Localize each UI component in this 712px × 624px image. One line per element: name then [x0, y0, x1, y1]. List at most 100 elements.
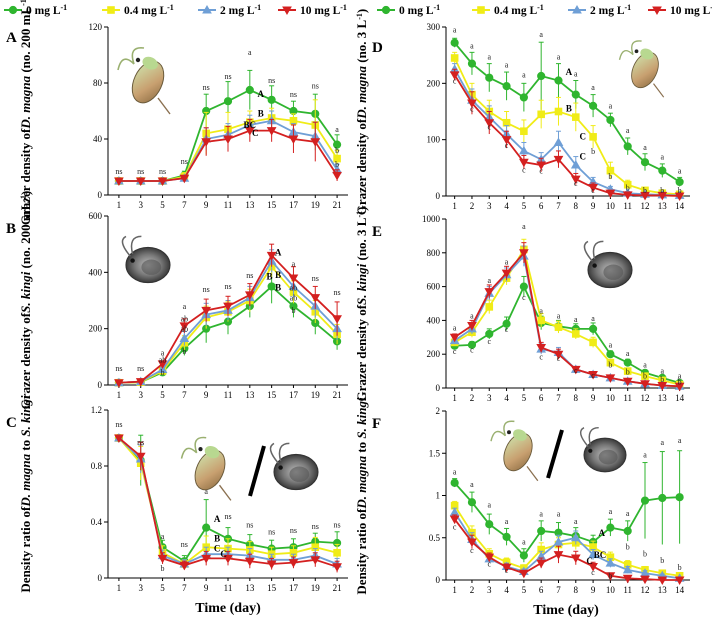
- x-tick-label: 3: [138, 583, 143, 593]
- group-label: C: [252, 128, 259, 138]
- data-point: [114, 434, 124, 444]
- significance-label: ns: [115, 167, 122, 176]
- data-point: [657, 381, 668, 391]
- significance-label: a: [292, 260, 296, 269]
- x-tick-label: 15: [267, 390, 277, 400]
- data-point: [114, 177, 124, 187]
- data-point: [657, 576, 668, 586]
- significance-label: a: [161, 348, 165, 357]
- data-point: [589, 133, 597, 141]
- significance-label: c: [470, 105, 474, 114]
- data-point: [537, 110, 545, 119]
- significance-label: ab: [181, 315, 189, 324]
- y-tick-label: 200: [89, 324, 103, 334]
- legend-marker: [202, 4, 212, 14]
- group-label: B: [258, 109, 264, 119]
- data-point: [571, 113, 580, 121]
- data-point: [606, 523, 615, 532]
- legend-entry: 10 mg L-1: [278, 3, 347, 18]
- data-point: [502, 118, 511, 127]
- y-axis-label: Grazer density ofS. kingi (no. 3 L-1): [354, 207, 369, 402]
- x-tick-label: 5: [522, 585, 527, 595]
- x-tick-label: 3: [487, 201, 492, 211]
- significance-label: a: [470, 312, 474, 321]
- x-tick-label: 4: [504, 393, 509, 403]
- x-tick-label: 13: [245, 390, 255, 400]
- significance-label: a: [643, 361, 647, 370]
- y-tick-label: 0: [98, 573, 103, 583]
- legend-marker: [381, 5, 391, 15]
- significance-label: ns: [159, 167, 166, 176]
- legend-label: 0 mg L-1: [399, 3, 440, 18]
- x-tick-label: 4: [504, 201, 509, 211]
- y-tick-label: 400: [89, 267, 103, 277]
- legend-marker: [8, 5, 18, 15]
- series-10-mg-l-1: [114, 118, 342, 187]
- series-10-mg-l-1: [114, 434, 342, 573]
- data-point: [288, 135, 299, 145]
- y-tick-label: 800: [427, 248, 441, 258]
- x-tick-label: 13: [658, 201, 668, 211]
- data-point: [449, 515, 460, 525]
- simocephalus-image: [121, 235, 171, 284]
- data-point: [570, 175, 581, 185]
- significance-label: a: [487, 53, 491, 62]
- data-point: [467, 498, 477, 507]
- significance-label: b: [626, 543, 630, 552]
- data-point: [484, 288, 495, 297]
- x-tick-label: 10: [606, 585, 616, 595]
- significance-label: c: [453, 347, 457, 356]
- data-point: [467, 340, 477, 350]
- group-label: B: [266, 271, 272, 281]
- data-point: [244, 557, 255, 567]
- data-point: [553, 137, 564, 146]
- x-tick-label: 7: [556, 201, 561, 211]
- data-point: [288, 274, 299, 283]
- x-tick-label: 6: [539, 585, 544, 595]
- data-point: [536, 559, 547, 569]
- simocephalus-image: [583, 240, 633, 289]
- data-point: [588, 184, 598, 193]
- data-point: [588, 101, 598, 110]
- data-point: [537, 71, 546, 81]
- data-point: [333, 549, 341, 557]
- significance-label: ns: [334, 288, 341, 297]
- data-point: [201, 554, 212, 564]
- legend-entry: 0 mg L-1: [4, 3, 67, 17]
- data-point: [675, 177, 684, 187]
- significance-label: c: [470, 546, 474, 555]
- data-point: [520, 127, 528, 136]
- significance-label: c: [453, 522, 457, 531]
- significance-label: a: [591, 314, 595, 323]
- group-label: BC: [594, 550, 607, 560]
- significance-label: b: [643, 372, 647, 381]
- data-point: [570, 365, 581, 375]
- significance-label: b: [643, 186, 647, 195]
- significance-label: b: [335, 160, 339, 169]
- significance-label: ns: [203, 83, 210, 92]
- x-tick-label: 9: [591, 585, 596, 595]
- y-tick-label: 400: [427, 315, 441, 325]
- y-tick-label: 0.5: [429, 533, 441, 543]
- y-tick-label: 2: [436, 406, 441, 416]
- data-point: [623, 180, 632, 189]
- x-tick-label: 1: [452, 585, 457, 595]
- data-point: [223, 554, 233, 564]
- data-point: [622, 574, 633, 584]
- data-point: [588, 370, 598, 380]
- data-point: [244, 291, 255, 300]
- group-label: C: [220, 549, 227, 559]
- legend-label: 10 mg L-1: [300, 3, 347, 18]
- x-tick-label: 11: [224, 583, 233, 593]
- data-point: [332, 563, 342, 572]
- significance-label: a: [626, 349, 630, 358]
- y-tick-label: 0: [98, 190, 103, 200]
- significance-label: c: [505, 325, 509, 334]
- significance-label: b: [626, 367, 630, 376]
- x-tick-label: 19: [311, 583, 321, 593]
- data-point: [267, 282, 276, 291]
- x-tick-label: 11: [623, 393, 632, 403]
- y-tick-label: 0.4: [91, 517, 103, 527]
